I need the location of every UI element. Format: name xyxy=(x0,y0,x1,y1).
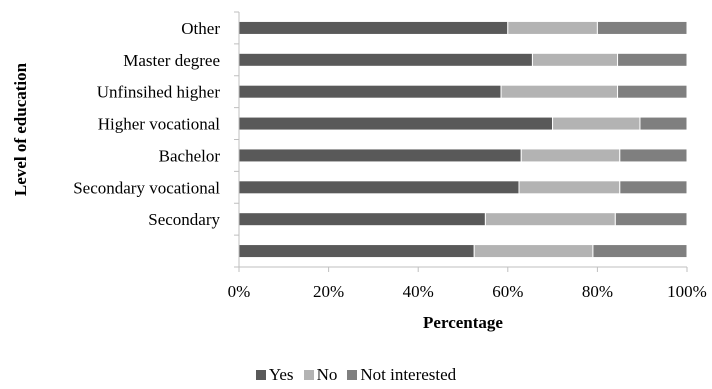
bar-no-6 xyxy=(531,52,619,67)
x-tick-label: 60% xyxy=(492,282,523,301)
bar-yes-2 xyxy=(238,180,520,195)
bar-no-0 xyxy=(473,244,594,259)
x-axis-title: Percentage xyxy=(423,313,503,332)
legend-item-no: No xyxy=(303,365,338,385)
legend-swatch xyxy=(255,370,266,380)
y-tick-label: Other xyxy=(181,19,220,38)
bar-not-interested-2 xyxy=(619,180,688,195)
bar-not-interested-7 xyxy=(596,20,688,35)
x-tick-label: 100% xyxy=(667,282,707,301)
bar-no-7 xyxy=(507,20,598,35)
legend-label: No xyxy=(316,365,338,384)
legend-label: Yes xyxy=(268,365,294,384)
legend-item-yes: Yes xyxy=(255,365,294,385)
y-tick-label: Master degree xyxy=(123,51,220,70)
bar-not-interested-5 xyxy=(617,84,688,99)
legend: Yes No Not interested xyxy=(0,364,712,386)
bar-yes-1 xyxy=(238,212,486,227)
bar-not-interested-3 xyxy=(619,148,688,163)
x-tick-labels: 0% 20% 40% 60% 80% 100% xyxy=(228,282,707,301)
y-tick-label: Secondary vocational xyxy=(73,178,220,197)
legend-item-not-interested: Not interested xyxy=(347,365,456,385)
bar-yes-6 xyxy=(238,52,533,67)
bar-not-interested-6 xyxy=(617,52,688,67)
x-tick-label: 0% xyxy=(228,282,251,301)
legend-swatch xyxy=(347,370,358,380)
legend-swatch xyxy=(303,370,314,380)
y-tick-label: Bachelor xyxy=(159,146,221,165)
y-axis-title: Level of education xyxy=(11,62,30,196)
bar-yes-3 xyxy=(238,148,522,163)
bar-yes-7 xyxy=(238,20,509,35)
bar-no-2 xyxy=(518,180,621,195)
x-tick-label: 80% xyxy=(582,282,613,301)
bar-not-interested-0 xyxy=(592,244,688,259)
bar-yes-0 xyxy=(238,244,475,259)
y-tick-labels: Secondary Secondary vocational Bachelor Hig… xyxy=(73,19,220,229)
x-tick-label: 40% xyxy=(403,282,434,301)
legend-label: Not interested xyxy=(360,365,457,384)
x-tick-label: 20% xyxy=(313,282,344,301)
y-tick-label: Unfinsihed higher xyxy=(97,83,221,102)
bar-yes-5 xyxy=(238,84,502,99)
y-tick-label: Secondary xyxy=(148,210,220,229)
bar-not-interested-4 xyxy=(639,116,688,131)
bar-no-1 xyxy=(484,212,616,227)
bar-yes-4 xyxy=(238,116,554,131)
x-tick-marks xyxy=(238,267,688,272)
bars-group xyxy=(238,20,688,259)
bar-no-5 xyxy=(500,84,619,99)
bar-no-3 xyxy=(520,148,621,163)
bar-not-interested-1 xyxy=(614,212,688,227)
y-tick-marks xyxy=(234,11,239,268)
y-tick-label: Higher vocational xyxy=(98,115,221,134)
bar-no-4 xyxy=(552,116,641,131)
